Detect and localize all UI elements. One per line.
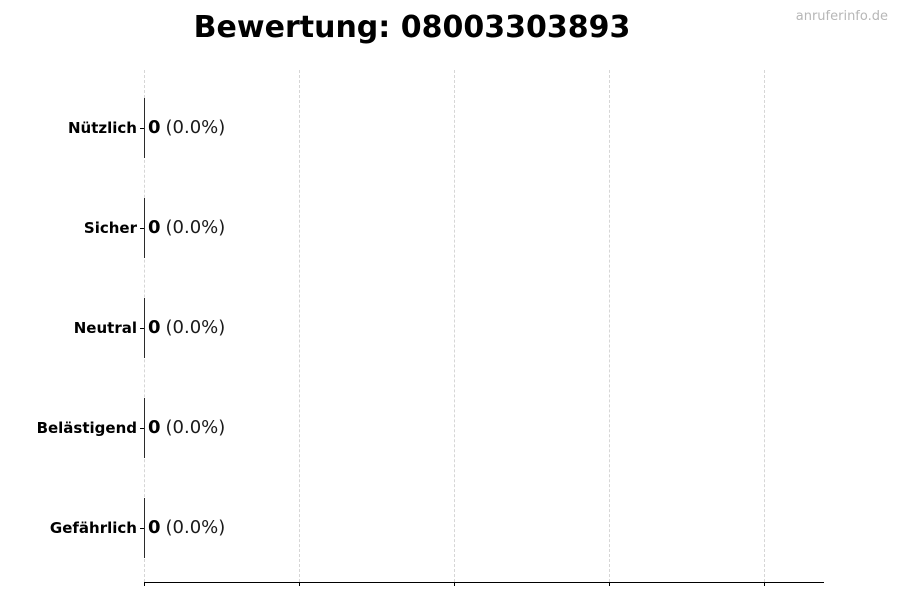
site-watermark: anruferinfo.de: [795, 9, 888, 24]
gridline-4: [764, 70, 765, 582]
x-axis-spine: [144, 582, 824, 583]
y-axis-label-belaestigend: Belästigend: [36, 419, 137, 437]
bar-sicher: [144, 198, 145, 258]
y-axis-label-neutral: Neutral: [73, 319, 137, 337]
bar-count-nuetzlich: 0: [148, 117, 161, 138]
gridline-1: [299, 70, 300, 582]
x-axis-tick-3: [609, 582, 610, 586]
gridline-2: [454, 70, 455, 582]
bar-nuetzlich: [144, 98, 145, 158]
bar-value-nuetzlich: 0 (0.0%): [148, 118, 225, 138]
bar-count-neutral: 0: [148, 317, 161, 338]
bar-percent-gefaehrlich: (0.0%): [165, 517, 226, 538]
x-axis-tick-0: [144, 582, 145, 586]
x-axis-tick-2: [454, 582, 455, 586]
page-title: Bewertung: 08003303893: [193, 10, 631, 45]
y-label-wrap-0: Nützlich: [0, 120, 137, 136]
bar-percent-belaestigend: (0.0%): [165, 417, 226, 438]
bar-count-sicher: 0: [148, 217, 161, 238]
x-axis-tick-1: [299, 582, 300, 586]
y-label-wrap-4: Gefährlich: [0, 520, 137, 536]
bar-value-belaestigend: 0 (0.0%): [148, 418, 225, 438]
bar-value-gefaehrlich: 0 (0.0%): [148, 518, 225, 538]
bar-belaestigend: [144, 398, 145, 458]
y-label-wrap-1: Sicher: [0, 220, 137, 236]
y-axis-tick-nuetzlich: [140, 128, 144, 129]
y-axis-tick-sicher: [140, 228, 144, 229]
y-axis-label-sicher: Sicher: [83, 219, 137, 237]
y-axis-label-nuetzlich: Nützlich: [68, 119, 137, 137]
plot-area: [144, 70, 824, 582]
x-axis-tick-4: [764, 582, 765, 586]
bar-count-belaestigend: 0: [148, 417, 161, 438]
bar-value-neutral: 0 (0.0%): [148, 318, 225, 338]
bar-neutral: [144, 298, 145, 358]
y-axis-tick-neutral: [140, 328, 144, 329]
y-label-wrap-2: Neutral: [0, 320, 137, 336]
bar-gefaehrlich: [144, 498, 145, 558]
bar-count-gefaehrlich: 0: [148, 517, 161, 538]
gridline-3: [609, 70, 610, 582]
bar-value-sicher: 0 (0.0%): [148, 218, 225, 238]
y-axis-label-gefaehrlich: Gefährlich: [49, 519, 137, 537]
bar-percent-sicher: (0.0%): [165, 217, 226, 238]
bar-percent-neutral: (0.0%): [165, 317, 226, 338]
bar-percent-nuetzlich: (0.0%): [165, 117, 226, 138]
y-axis-tick-gefaehrlich: [140, 528, 144, 529]
y-axis-tick-belaestigend: [140, 428, 144, 429]
y-label-wrap-3: Belästigend: [0, 420, 137, 436]
